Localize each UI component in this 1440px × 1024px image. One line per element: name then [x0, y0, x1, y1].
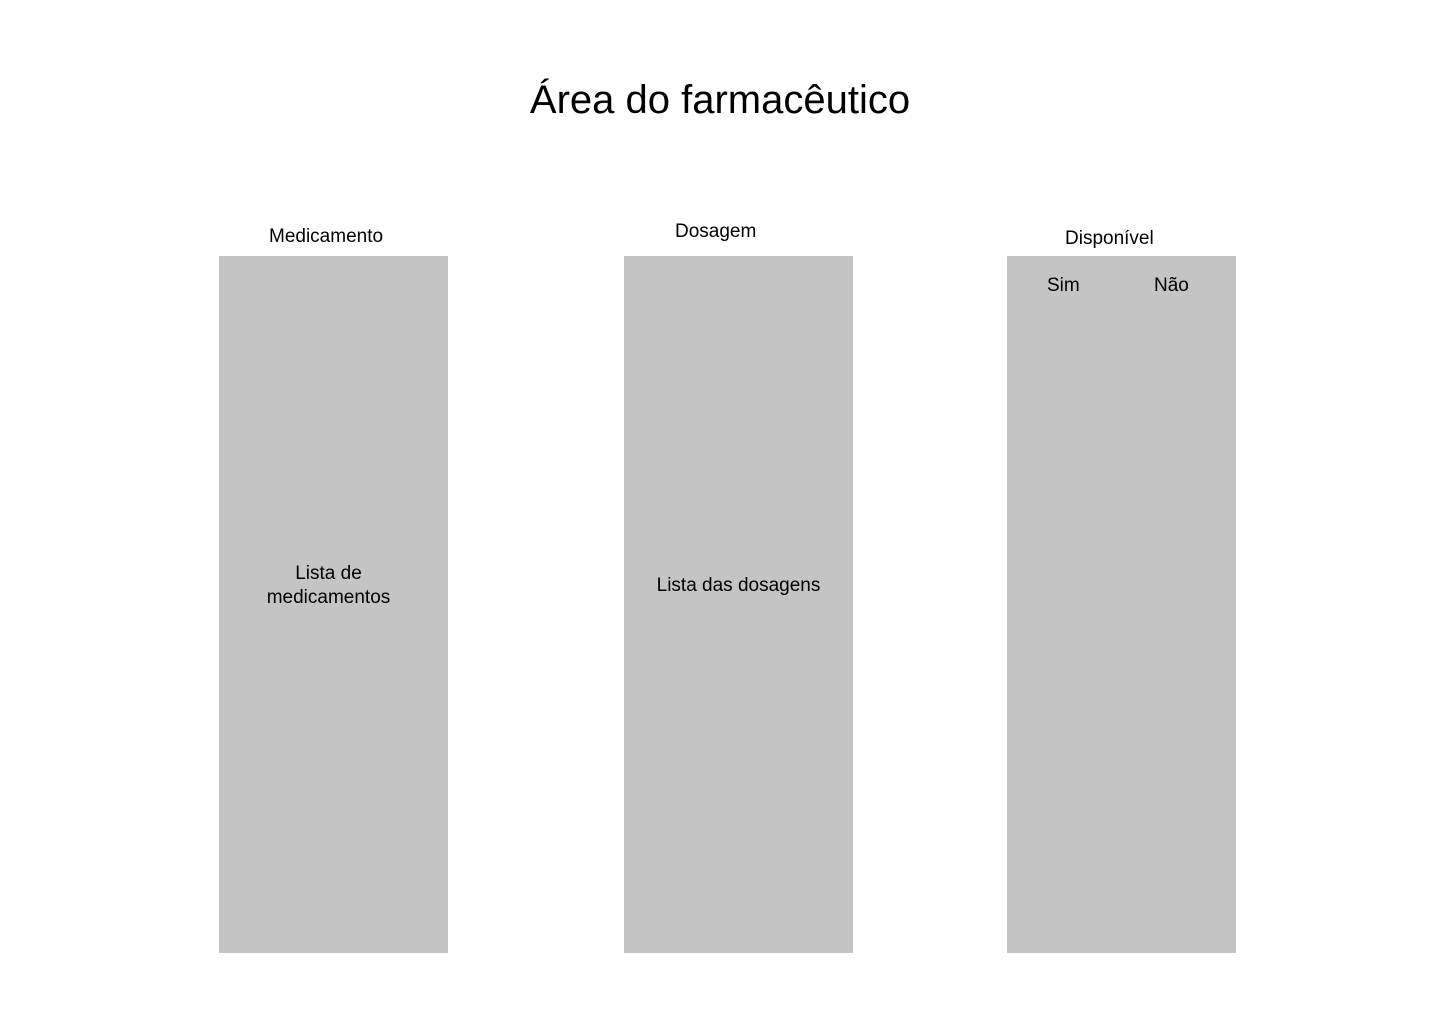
- medication-list-placeholder: Lista de medicamentos: [219, 562, 438, 610]
- medication-list-placeholder-line1: Lista de: [295, 563, 362, 584]
- dosagem-column-label: Dosagem: [675, 221, 757, 242]
- availability-panel: Sim Não: [1007, 256, 1236, 953]
- page-title: Área do farmacêutico: [529, 78, 911, 122]
- medicamento-column-label: Medicamento: [269, 226, 384, 247]
- dosage-list-panel[interactable]: Lista das dosagens: [624, 256, 853, 953]
- medication-list-placeholder-line2: medicamentos: [266, 587, 391, 608]
- medication-list-panel[interactable]: Lista de medicamentos: [219, 256, 448, 953]
- availability-option-no[interactable]: Não: [1154, 275, 1189, 296]
- disponivel-column-label: Disponível: [1065, 228, 1154, 249]
- dosage-list-placeholder: Lista das dosagens: [656, 575, 821, 596]
- availability-option-yes[interactable]: Sim: [1047, 275, 1080, 296]
